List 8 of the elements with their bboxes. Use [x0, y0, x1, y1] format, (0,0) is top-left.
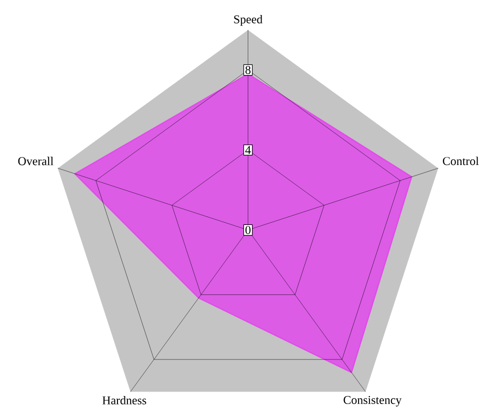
spoke-label: Hardness — [102, 396, 146, 404]
y-tick-label: 0 — [245, 226, 251, 234]
spoke-label: Overall — [18, 156, 54, 166]
y-tick-label: 8 — [245, 66, 251, 74]
spoke-label: Speed — [234, 14, 262, 26]
spoke-label: Consistency — [344, 396, 402, 406]
y-tick-label: 4 — [245, 146, 251, 154]
spoke-label: Control — [442, 156, 479, 166]
